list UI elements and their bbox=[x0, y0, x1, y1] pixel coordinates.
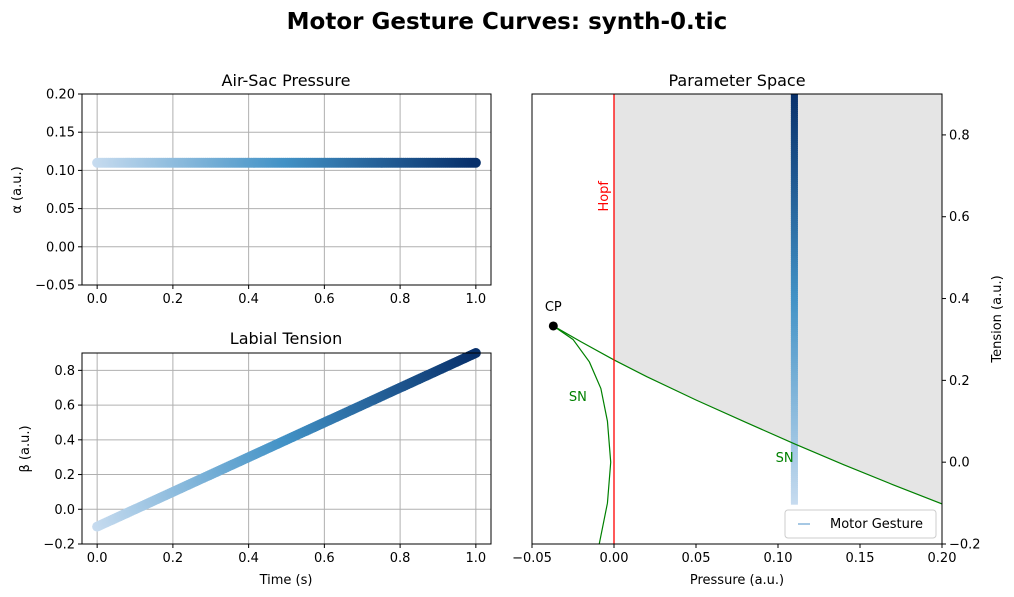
air-sac-ytick-label: −0.05 bbox=[35, 279, 75, 294]
labial-tension-ytick-label: 0.6 bbox=[54, 399, 75, 414]
parameter-space-ytick-label: 0.6 bbox=[949, 210, 970, 225]
air-sac-ytick-label: 0.20 bbox=[46, 88, 75, 103]
cusp-point-label: CP bbox=[545, 300, 562, 315]
parameter-space-ytick-label: −0.2 bbox=[949, 538, 981, 553]
legend-label: Motor Gesture bbox=[830, 517, 923, 532]
labial-tension-ticks: 0.0 0.2 0.4 0.6 0.8 1.0 −0.2 0.0 0.2 0.4 0.6 0.8 bbox=[43, 364, 486, 566]
sn-curve-upper bbox=[553, 325, 942, 505]
legend-box bbox=[784, 509, 937, 539]
labial-tension-xtick-label: 0.4 bbox=[238, 551, 259, 566]
air-sac-ytick-label: 0.00 bbox=[46, 240, 75, 255]
air-sac-xtick-label: 0.2 bbox=[163, 292, 184, 307]
sn-label-lower-branch: SN bbox=[569, 390, 587, 405]
labial-tension-axes-frame bbox=[81, 352, 492, 545]
parameter-space-ytick-label: 0.8 bbox=[949, 128, 970, 143]
labial-tension-ylabel: β (a.u.) bbox=[18, 425, 33, 472]
parameter-space-xtick-label: 0.00 bbox=[600, 551, 629, 566]
labial-tension-ytick-label: 0.2 bbox=[54, 468, 75, 483]
parameter-space-xlabel: Pressure (a.u.) bbox=[690, 573, 784, 588]
air-sac-ticks: 0.0 0.2 0.4 0.6 0.8 1.0 −0.05 0.00 0.05 0.10 0.15 0… bbox=[35, 88, 486, 308]
parameter-space-ytick-label: 0.2 bbox=[949, 374, 970, 389]
sn-curve-lower bbox=[552, 325, 612, 544]
air-sac-xtick-label: 0.0 bbox=[87, 292, 108, 307]
air-sac-panel: 0.0 0.2 0.4 0.6 0.8 1.0 −0.05 0.00 0.05 0.10 0.15 0… bbox=[10, 71, 492, 308]
parameter-space-ylabel: Tension (a.u.) bbox=[990, 275, 1005, 363]
hopf-label: Hopf bbox=[597, 181, 612, 212]
sn-label-upper-branch: SN bbox=[776, 451, 794, 466]
parameter-space-title: Parameter Space bbox=[668, 71, 805, 90]
parameter-space-axes-frame bbox=[531, 93, 943, 545]
labial-tension-xlabel: Time (s) bbox=[259, 573, 313, 588]
labial-tension-title: Labial Tension bbox=[230, 329, 342, 348]
parameter-space-panel: CP Hopf SN SN −0.05 0.00 0.05 0.10 0.15 0.20−… bbox=[512, 71, 1005, 588]
labial-tension-scatter bbox=[92, 348, 481, 532]
labial-tension-panel: 0.0 0.2 0.4 0.6 0.8 1.0 −0.2 0.0 0.2 0.4 0.6 0.8 La… bbox=[18, 329, 492, 588]
parameter-space-ytick-label: 0.0 bbox=[949, 456, 970, 471]
air-sac-xtick-label: 0.8 bbox=[390, 292, 411, 307]
cusp-point bbox=[548, 321, 558, 331]
labial-tension-ytick-label: 0.0 bbox=[54, 503, 75, 518]
parameter-space-xtick-label: 0.15 bbox=[846, 551, 875, 566]
labial-tension-xtick-label: 0.0 bbox=[87, 551, 108, 566]
oscillation-region bbox=[614, 94, 942, 504]
labial-tension-ytick-label: 0.8 bbox=[54, 364, 75, 379]
air-sac-xtick-label: 1.0 bbox=[466, 292, 487, 307]
parameter-space-xtick-label: 0.10 bbox=[764, 551, 793, 566]
labial-tension-xtick-label: 0.2 bbox=[163, 551, 184, 566]
air-sac-xtick-label: 0.6 bbox=[314, 292, 335, 307]
labial-tension-ytick-label: 0.4 bbox=[54, 433, 75, 448]
labial-tension-xtick-label: 1.0 bbox=[466, 551, 487, 566]
air-sac-point bbox=[470, 157, 481, 168]
air-sac-scatter bbox=[92, 157, 481, 168]
parameter-space-xtick-label: 0.20 bbox=[928, 551, 957, 566]
air-sac-ylabel: α (a.u.) bbox=[10, 166, 25, 213]
parameter-space-ticks: −0.05 0.00 0.05 0.10 0.15 0.20−0.2 0.0 0.2 0.4 0.… bbox=[512, 128, 981, 566]
air-sac-ytick-label: 0.05 bbox=[46, 202, 75, 217]
air-sac-axes-frame bbox=[81, 93, 492, 286]
air-sac-ytick-label: 0.10 bbox=[46, 164, 75, 179]
parameter-space-xtick-label: 0.05 bbox=[682, 551, 711, 566]
parameter-space-ytick-label: 0.4 bbox=[949, 292, 970, 307]
air-sac-ytick-label: 0.15 bbox=[46, 126, 75, 141]
figure-title: Motor Gesture Curves: synth-0.tic bbox=[287, 9, 728, 35]
labial-tension-xtick-label: 0.6 bbox=[314, 551, 335, 566]
air-sac-title: Air-Sac Pressure bbox=[222, 71, 351, 90]
parameter-space-xtick-label: −0.05 bbox=[512, 551, 552, 566]
labial-tension-ytick-label: −0.2 bbox=[43, 538, 75, 553]
legend: Motor Gesture bbox=[784, 509, 937, 539]
labial-tension-xtick-label: 0.8 bbox=[390, 551, 411, 566]
air-sac-xtick-label: 0.4 bbox=[238, 292, 259, 307]
